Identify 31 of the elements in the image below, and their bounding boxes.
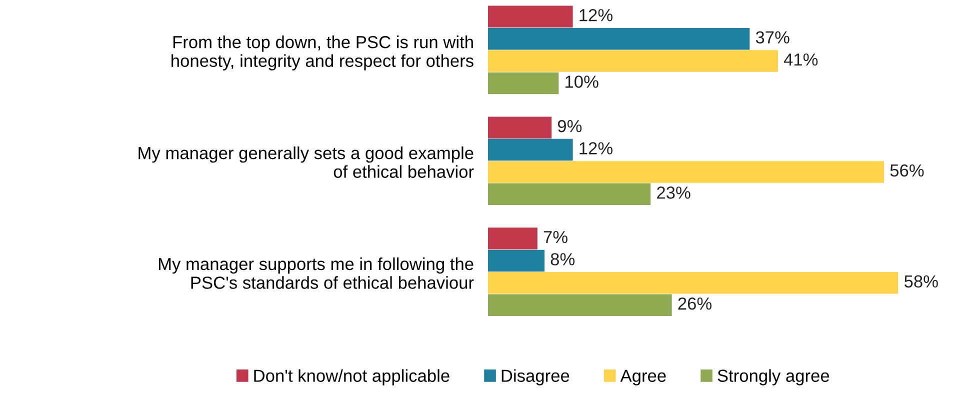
y-tick-label: From the top down, the PSC is run with honesty, integrity and respect for others xyxy=(172,36,474,70)
bar xyxy=(488,28,750,50)
bar xyxy=(488,116,552,138)
bar xyxy=(488,294,672,316)
data-label: 58% xyxy=(904,275,938,288)
legend-label: Strongly agree xyxy=(718,369,830,386)
data-label: 56% xyxy=(890,164,924,177)
bar xyxy=(488,272,898,294)
bar xyxy=(488,6,573,28)
bar xyxy=(488,161,884,183)
y-tick-label: My manager generally sets a good example of ethical behavior xyxy=(138,146,474,178)
bar xyxy=(488,250,545,272)
bar xyxy=(488,50,778,72)
legend-label: Don't know/not applicable xyxy=(254,369,450,386)
bar xyxy=(488,72,559,94)
data-label: 41% xyxy=(784,53,818,66)
bar xyxy=(488,228,538,250)
data-label: 7% xyxy=(544,230,568,244)
data-label: 12% xyxy=(580,142,612,154)
data-label: 23% xyxy=(657,186,690,199)
bar xyxy=(488,183,651,206)
data-label: 26% xyxy=(678,297,712,310)
legend-label: Agree xyxy=(620,370,666,386)
data-label: 37% xyxy=(756,31,790,44)
bar xyxy=(488,138,573,161)
y-tick-label: My manager supports me in following the PSC's standards of ethical behaviour xyxy=(158,257,474,289)
data-label: 9% xyxy=(558,120,582,132)
data-label: 12% xyxy=(580,9,612,22)
legend-label: Disagree xyxy=(502,369,570,386)
data-label: 10% xyxy=(566,76,598,88)
data-label: 8% xyxy=(550,253,575,266)
